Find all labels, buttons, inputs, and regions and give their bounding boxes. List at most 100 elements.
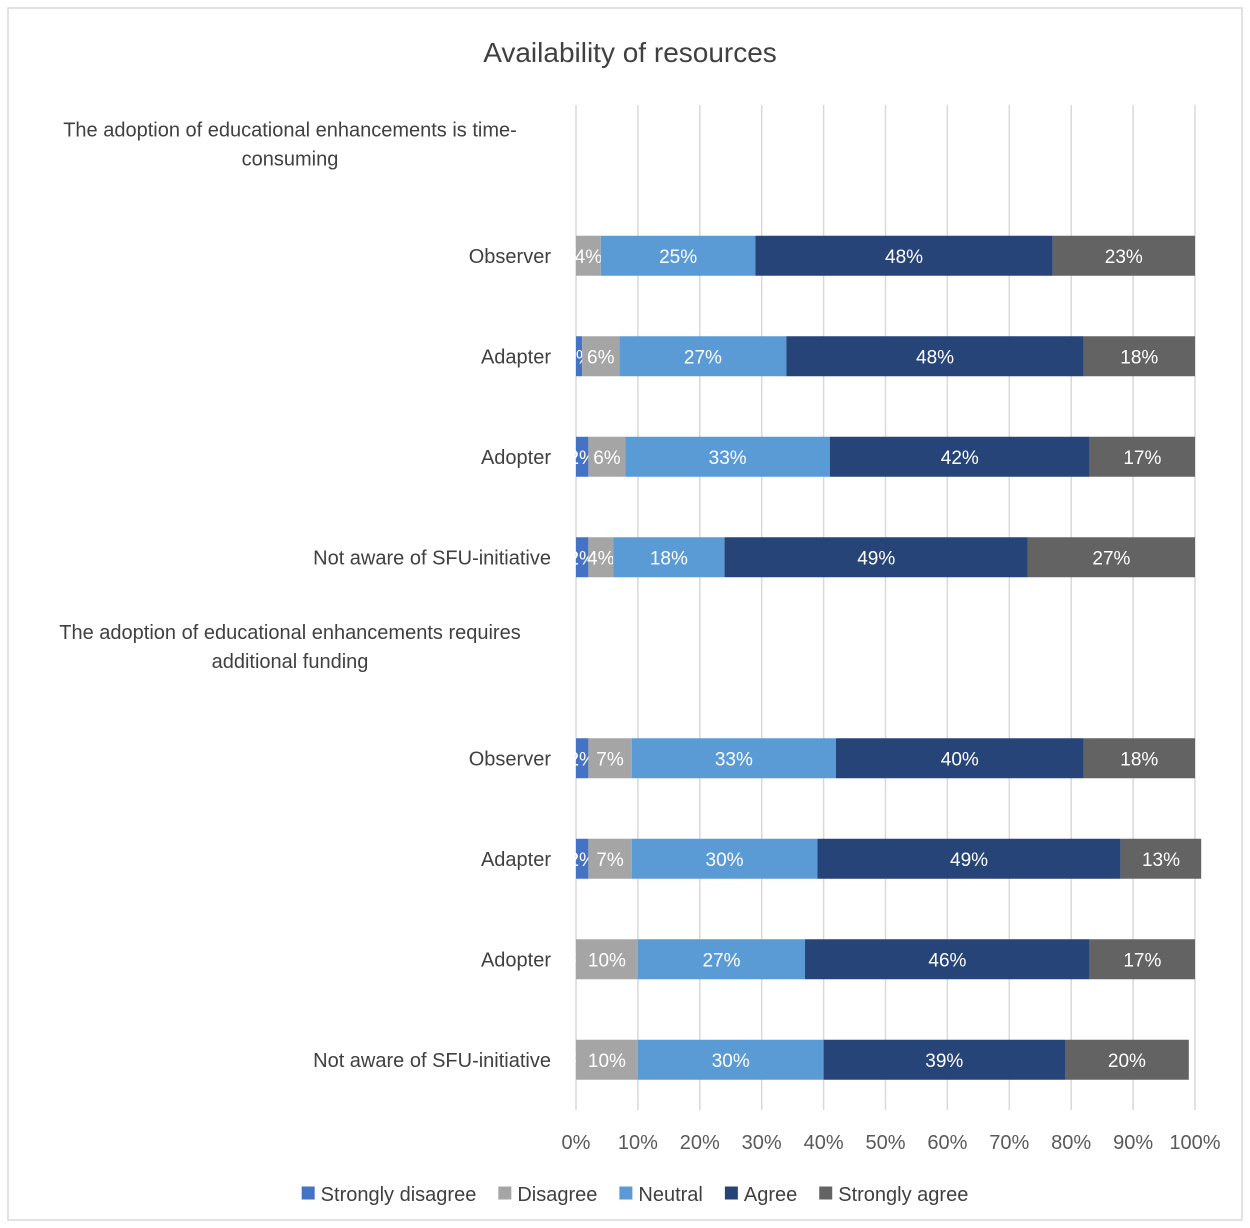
bar-segment: [786, 336, 1084, 377]
legend-swatch: [619, 1186, 633, 1200]
bar-segment: [576, 838, 589, 879]
data-label: 49%: [950, 850, 988, 871]
bar-segment: [817, 838, 1121, 879]
bar-segment: [1065, 1039, 1189, 1080]
bar-segment: [600, 235, 756, 276]
data-label: 27%: [1092, 548, 1130, 569]
bar-segment: [576, 336, 583, 377]
chart-frame: [7, 7, 1243, 1221]
data-label: 17%: [1123, 950, 1161, 971]
x-tick-label: 0%: [562, 1132, 591, 1154]
legend-item: Strongly disagree: [301, 1184, 477, 1206]
data-label: 23%: [1105, 247, 1143, 268]
bar-segment: [755, 235, 1053, 276]
x-tick-label: 70%: [989, 1132, 1029, 1154]
legend-swatch: [498, 1186, 512, 1200]
chart-title: Availability of resources: [483, 37, 777, 68]
bar-segment: [1083, 336, 1195, 377]
category-label: Adopter: [481, 447, 551, 469]
legend-label: Strongly disagree: [321, 1184, 477, 1206]
data-label: 18%: [1120, 749, 1158, 770]
data-label: 27%: [684, 347, 722, 368]
data-label: 49%: [857, 548, 895, 569]
bar-segment: [637, 939, 806, 980]
data-label: 27%: [702, 950, 740, 971]
bar-segment: [1083, 738, 1195, 779]
bar-segment: [805, 939, 1090, 980]
bar-segment: [829, 436, 1090, 477]
data-label: 20%: [1108, 1051, 1146, 1072]
category-label: Adopter: [481, 949, 551, 971]
data-label: 30%: [712, 1051, 750, 1072]
data-label: 25%: [659, 247, 697, 268]
x-tick-label: 60%: [927, 1132, 967, 1154]
data-label: 10%: [588, 1051, 626, 1072]
bar-segment: [576, 939, 638, 980]
legend-swatch: [301, 1186, 315, 1200]
bar-segment: [576, 1039, 638, 1080]
data-label: 40%: [941, 749, 979, 770]
legend-item: Neutral: [619, 1184, 703, 1206]
x-tick-label: 90%: [1113, 1132, 1153, 1154]
data-label: 42%: [941, 448, 979, 469]
category-label: Not aware of SFU-initiative: [313, 547, 551, 569]
bar-segment: [835, 738, 1084, 779]
bar-segment: [1052, 235, 1195, 276]
category-labels: The adoption of educational enhancements…: [59, 119, 551, 1072]
data-label: 4%: [587, 548, 615, 569]
data-label: 18%: [1120, 347, 1158, 368]
legend-item: Disagree: [498, 1184, 597, 1206]
bar-segment: [637, 1039, 824, 1080]
legend-label: Agree: [744, 1184, 797, 1206]
legend-item: Agree: [724, 1184, 797, 1206]
data-label: 48%: [916, 347, 954, 368]
legend: Strongly disagree Disagree Neutral Agree Str…: [301, 1184, 968, 1206]
data-label: 7%: [596, 749, 624, 770]
bar-segment: [619, 336, 787, 377]
legend-label: Neutral: [638, 1184, 702, 1206]
legend-label: Strongly agree: [838, 1184, 968, 1206]
bar-segment: [576, 235, 601, 276]
data-label: 33%: [709, 448, 747, 469]
category-label: The adoption of educational enhancements…: [59, 622, 520, 673]
bar-segment: [823, 1039, 1066, 1080]
bar-segment: [1089, 436, 1195, 477]
x-tick-label: 100%: [1169, 1132, 1220, 1154]
data-label: 17%: [1123, 448, 1161, 469]
data-label: 46%: [928, 950, 966, 971]
x-tick-label: 10%: [618, 1132, 658, 1154]
legend-item: Strongly agree: [819, 1184, 968, 1206]
category-label: Adapter: [481, 346, 551, 368]
legend-swatch: [819, 1186, 833, 1200]
x-axis-ticks: 0% 10% 20% 30% 40% 50% 60% 70% 80% 90% 100%: [562, 1132, 1221, 1154]
category-label: Observer: [469, 748, 552, 770]
data-label: 4%: [575, 247, 603, 268]
category-label: Observer: [469, 246, 552, 268]
category-label: The adoption of educational enhancements…: [63, 119, 517, 170]
data-label: 6%: [587, 347, 615, 368]
data-label: 6%: [593, 448, 621, 469]
data-label: 10%: [588, 950, 626, 971]
x-tick-label: 50%: [865, 1132, 905, 1154]
data-label: 18%: [650, 548, 688, 569]
bar-segment: [576, 436, 589, 477]
data-label: 13%: [1142, 850, 1180, 871]
bar-segment: [588, 738, 632, 779]
legend-label: Disagree: [517, 1184, 597, 1206]
bar-segment: [631, 738, 836, 779]
legend-swatch: [724, 1186, 738, 1200]
x-tick-label: 20%: [680, 1132, 720, 1154]
data-label: 30%: [706, 850, 744, 871]
category-label: Not aware of SFU-initiative: [313, 1050, 551, 1072]
bar-segment: [1120, 838, 1202, 879]
data-label: 39%: [925, 1051, 963, 1072]
bar-segment: [582, 336, 620, 377]
bar-segment: [588, 537, 614, 578]
bar-segment: [613, 537, 725, 578]
bar-segment: [1089, 939, 1195, 980]
bar-segment: [1027, 537, 1195, 578]
bar-segment: [588, 436, 626, 477]
x-tick-label: 30%: [742, 1132, 782, 1154]
